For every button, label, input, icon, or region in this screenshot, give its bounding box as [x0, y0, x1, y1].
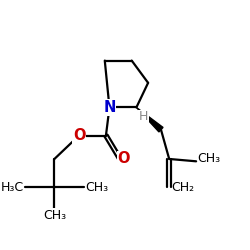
Text: N: N	[103, 100, 116, 115]
Text: CH₃: CH₃	[85, 180, 108, 194]
Text: CH₃: CH₃	[197, 152, 220, 166]
Text: O: O	[117, 152, 130, 166]
Polygon shape	[136, 108, 163, 132]
Text: O: O	[73, 128, 85, 143]
Text: H: H	[139, 110, 148, 123]
Text: H₃C: H₃C	[1, 180, 24, 194]
Text: CH₃: CH₃	[43, 209, 66, 222]
Text: CH₂: CH₂	[172, 180, 195, 194]
